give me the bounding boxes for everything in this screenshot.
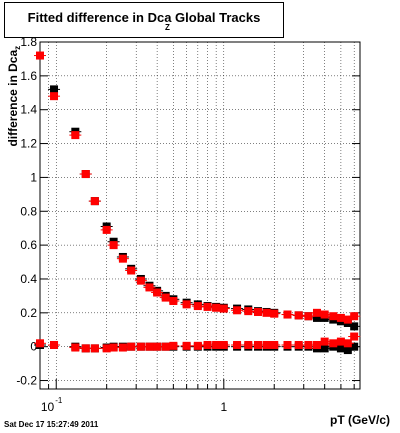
- data-point: [336, 337, 345, 346]
- data-point: [90, 344, 99, 353]
- y-tick-label: 1: [30, 170, 37, 184]
- data-point: [81, 170, 90, 179]
- x-axis-title: pT (GeV/c): [329, 413, 390, 427]
- data-point: [71, 343, 80, 352]
- data-point: [233, 340, 242, 349]
- data-point: [118, 254, 127, 263]
- title-box: Fitted difference in Dca Global Tracks Z: [4, 2, 284, 38]
- data-point: [81, 344, 90, 353]
- y-tick-label: 1.2: [20, 137, 37, 151]
- data-point: [212, 340, 221, 349]
- y-tick-label: -0.2: [16, 374, 37, 388]
- data-point: [350, 322, 359, 331]
- data-point: [203, 340, 212, 349]
- data-point: [153, 342, 162, 351]
- data-point: [36, 51, 44, 60]
- data-point: [136, 276, 145, 285]
- data-point: [233, 306, 242, 315]
- chart-title-suffix: Global Tracks: [175, 10, 261, 25]
- chart-title-subscript: Z: [165, 23, 170, 32]
- data-point: [36, 339, 44, 348]
- data-point: [109, 343, 118, 352]
- data-point: [90, 197, 99, 206]
- x-tick-label: 1: [220, 400, 227, 414]
- data-point: [118, 343, 127, 352]
- data-point: [262, 340, 271, 349]
- data-point: [329, 312, 338, 321]
- data-point: [262, 308, 271, 317]
- data-point: [102, 225, 111, 234]
- data-point: [294, 311, 303, 320]
- data-point: [253, 340, 262, 349]
- data-point: [313, 340, 322, 349]
- data-point: [329, 339, 338, 348]
- footer-timestamp: Sat Dec 17 15:27:49 2011: [4, 420, 99, 429]
- data-point: [244, 307, 253, 316]
- data-point: [343, 315, 352, 324]
- data-point: [270, 309, 279, 318]
- x-tick-label: 10: [41, 400, 55, 414]
- data-point: [182, 341, 191, 350]
- x-tick-label-exponent: -1: [55, 396, 63, 405]
- data-point: [320, 310, 329, 319]
- data-point: [336, 344, 345, 353]
- y-tick-label: 0: [30, 340, 37, 354]
- y-tick-label: 0.2: [20, 306, 37, 320]
- chart-title: Fitted difference in Dca: [27, 10, 172, 25]
- y-tick-label: 0.6: [20, 238, 37, 252]
- data-point: [219, 304, 228, 313]
- y-tick-label: 0.8: [20, 204, 37, 218]
- data-point: [253, 307, 262, 316]
- data-point: [336, 313, 345, 322]
- data-point: [219, 340, 228, 349]
- data-point: [320, 337, 329, 346]
- data-point: [244, 340, 253, 349]
- data-point: [212, 303, 221, 312]
- data-point: [182, 300, 191, 309]
- data-point: [350, 342, 359, 351]
- data-point: [153, 288, 162, 297]
- data-point: [169, 296, 178, 305]
- data-point: [169, 341, 178, 350]
- data-point: [343, 339, 352, 348]
- data-point: [304, 340, 313, 349]
- data-point: [350, 332, 359, 341]
- data-point: [50, 340, 59, 349]
- data-point: [313, 308, 322, 317]
- data-point: [304, 312, 313, 321]
- data-point: [343, 346, 352, 355]
- data-point: [313, 313, 322, 322]
- plot-frame: [39, 41, 361, 390]
- y-tick-label: 1.8: [20, 35, 37, 49]
- data-point: [203, 302, 212, 311]
- data-point: [350, 312, 359, 321]
- data-point: [71, 131, 80, 140]
- data-point: [161, 293, 170, 302]
- data-point: [193, 341, 202, 350]
- data-point: [294, 340, 303, 349]
- data-point: [127, 266, 136, 275]
- data-point: [161, 342, 170, 351]
- data-point: [102, 344, 111, 353]
- y-tick-label: 1.6: [20, 69, 37, 83]
- data-point: [145, 342, 154, 351]
- data-point: [127, 342, 136, 351]
- data-point: [109, 241, 118, 250]
- data-point: [145, 283, 154, 292]
- data-point: [283, 340, 292, 349]
- data-point: [50, 92, 59, 101]
- data-point: [270, 340, 279, 349]
- data-point: [283, 310, 292, 319]
- data-point: [320, 344, 329, 353]
- y-tick-label: 1.4: [20, 103, 37, 117]
- data-point: [193, 302, 202, 311]
- data-point: [136, 342, 145, 351]
- y-axis-title: difference in Dcaz: [5, 45, 23, 147]
- y-tick-label: 0.4: [20, 272, 37, 286]
- data-point: [50, 85, 59, 94]
